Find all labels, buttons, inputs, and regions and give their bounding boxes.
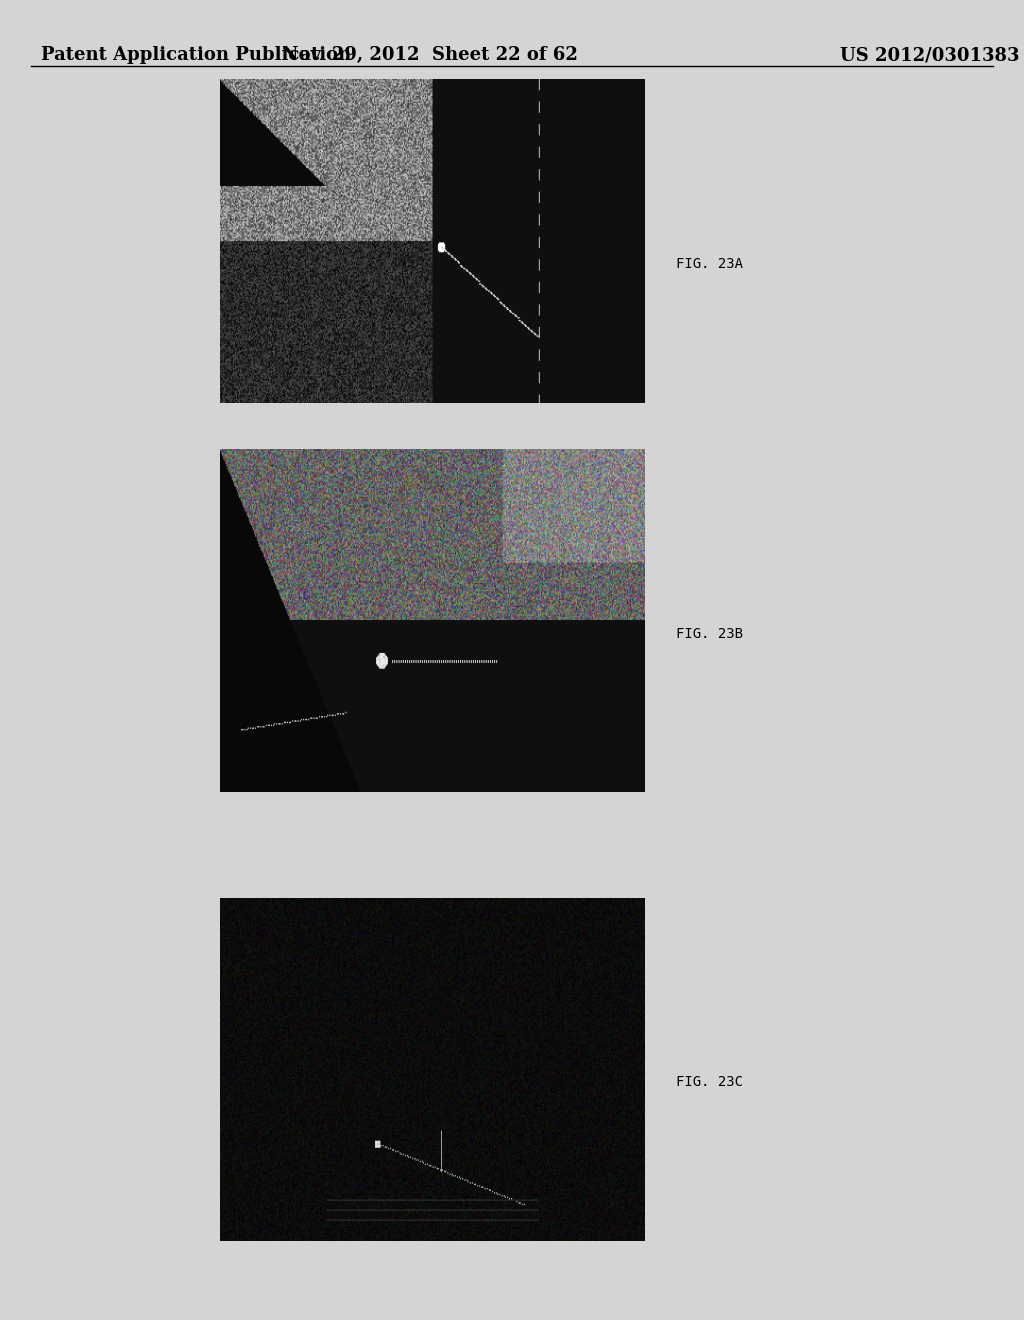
- Text: FIG. 23B: FIG. 23B: [676, 627, 742, 640]
- Text: FIG. 23C: FIG. 23C: [676, 1076, 742, 1089]
- Text: US 2012/0301383 A1: US 2012/0301383 A1: [840, 46, 1024, 65]
- Text: Nov. 29, 2012  Sheet 22 of 62: Nov. 29, 2012 Sheet 22 of 62: [283, 46, 578, 65]
- Text: FIG. 23A: FIG. 23A: [676, 257, 742, 271]
- Text: Patent Application Publication: Patent Application Publication: [41, 46, 351, 65]
